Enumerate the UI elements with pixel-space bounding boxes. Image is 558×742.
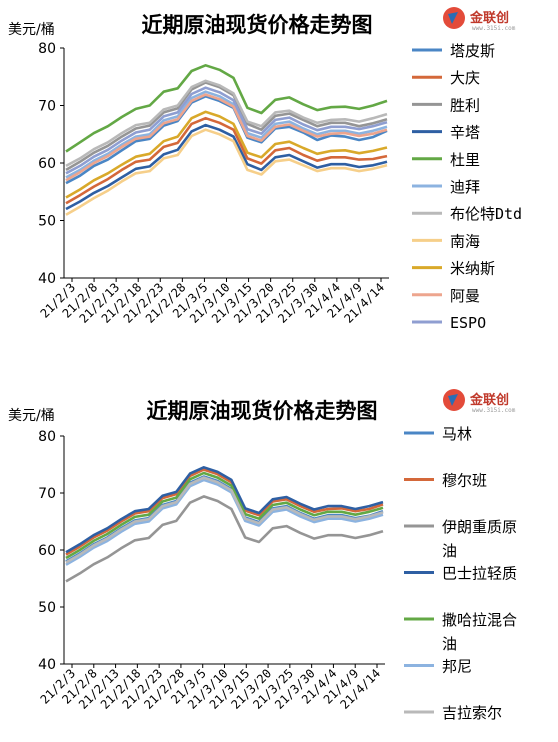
legend-label: 吉拉索尔 (442, 704, 502, 722)
series-line-5 (65, 478, 384, 566)
legend-label: 油 (442, 542, 457, 560)
brand-name: 金联创 (469, 10, 509, 26)
legend-label: 邦尼 (442, 658, 472, 676)
series-line-8 (65, 110, 388, 199)
series-line-4 (65, 64, 388, 153)
chart-1-svg: 金联创 www.315i.com 近期原油现货价格走势图 美元/桶 40 50 60… (8, 7, 522, 332)
y-tick-label: 60 (38, 156, 56, 172)
chart-2-title: 近期原油现货价格走势图 (147, 399, 378, 423)
series-line-9 (65, 93, 388, 182)
series-line-5 (65, 90, 388, 179)
series-line-3 (65, 466, 384, 554)
y-tick-label: 80 (38, 41, 56, 57)
series-line-6 (65, 476, 384, 564)
y-tick-label: 80 (38, 429, 56, 445)
legend-label: ESPO (450, 314, 486, 332)
y-tick-label: 70 (38, 99, 56, 115)
legend-label: 杜里 (450, 151, 480, 169)
y-tick-label: 40 (38, 271, 56, 287)
brand-logo: 金联创 www.315i.com (443, 7, 516, 32)
brand-sub: www.315i.com (472, 407, 516, 414)
legend-label: 马林 (442, 425, 472, 443)
chart-2-svg: 金联创 www.315i.com 近期原油现货价格走势图 美元/桶 40 50 60… (8, 389, 517, 722)
y-tick-label: 60 (38, 543, 56, 559)
series-line-4 (65, 471, 384, 560)
chart-2-ylabel: 美元/桶 (8, 408, 55, 424)
chart-panel-1: 金联创 www.315i.com 近期原油现货价格走势图 美元/桶 40 50 60… (0, 0, 558, 370)
legend-label: 巴士拉轻质 (442, 565, 517, 583)
y-tick-label: 40 (38, 657, 56, 673)
brand-sub: www.315i.com (472, 25, 516, 32)
series-line-7 (65, 128, 388, 216)
chart-1-title: 近期原油现货价格走势图 (142, 13, 373, 37)
legend-label: 大庆 (450, 69, 480, 87)
series-line-2 (65, 81, 388, 172)
series-line-2 (65, 495, 384, 583)
series-line-1 (65, 468, 384, 556)
chart-panel-2: 金联创 www.315i.com 近期原油现货价格走势图 美元/桶 40 50 60… (0, 370, 558, 742)
legend-label: 米纳斯 (450, 260, 495, 278)
legend-label: 撒哈拉混合 (442, 611, 517, 629)
y-tick-label: 50 (38, 600, 56, 616)
legend-label: 迪拜 (450, 178, 480, 196)
legend-label: 塔皮斯 (450, 42, 495, 60)
y-tick-label: 50 (38, 214, 56, 230)
series-line-3 (65, 123, 388, 211)
legend-label: 油 (442, 635, 457, 653)
brand-logo: 金联创 www.315i.com (443, 389, 516, 414)
brand-name: 金联创 (469, 392, 509, 408)
y-tick-label: 70 (38, 486, 56, 502)
series-line-10 (65, 86, 388, 175)
logo-arrow-icon (448, 12, 458, 24)
legend-label: 辛塔 (450, 124, 480, 142)
series-line-1 (65, 116, 388, 205)
legend-label: 布伦特Dtd (450, 205, 522, 223)
legend-label: 穆尔班 (442, 472, 487, 490)
logo-arrow-icon (448, 394, 458, 406)
legend-label: 南海 (450, 232, 480, 250)
legend-label: 伊朗重质原 (442, 518, 517, 536)
series-line-6 (65, 79, 388, 168)
chart-1-ylabel: 美元/桶 (8, 22, 55, 38)
legend-label: 阿曼 (450, 287, 480, 305)
legend-label: 胜利 (450, 96, 480, 114)
